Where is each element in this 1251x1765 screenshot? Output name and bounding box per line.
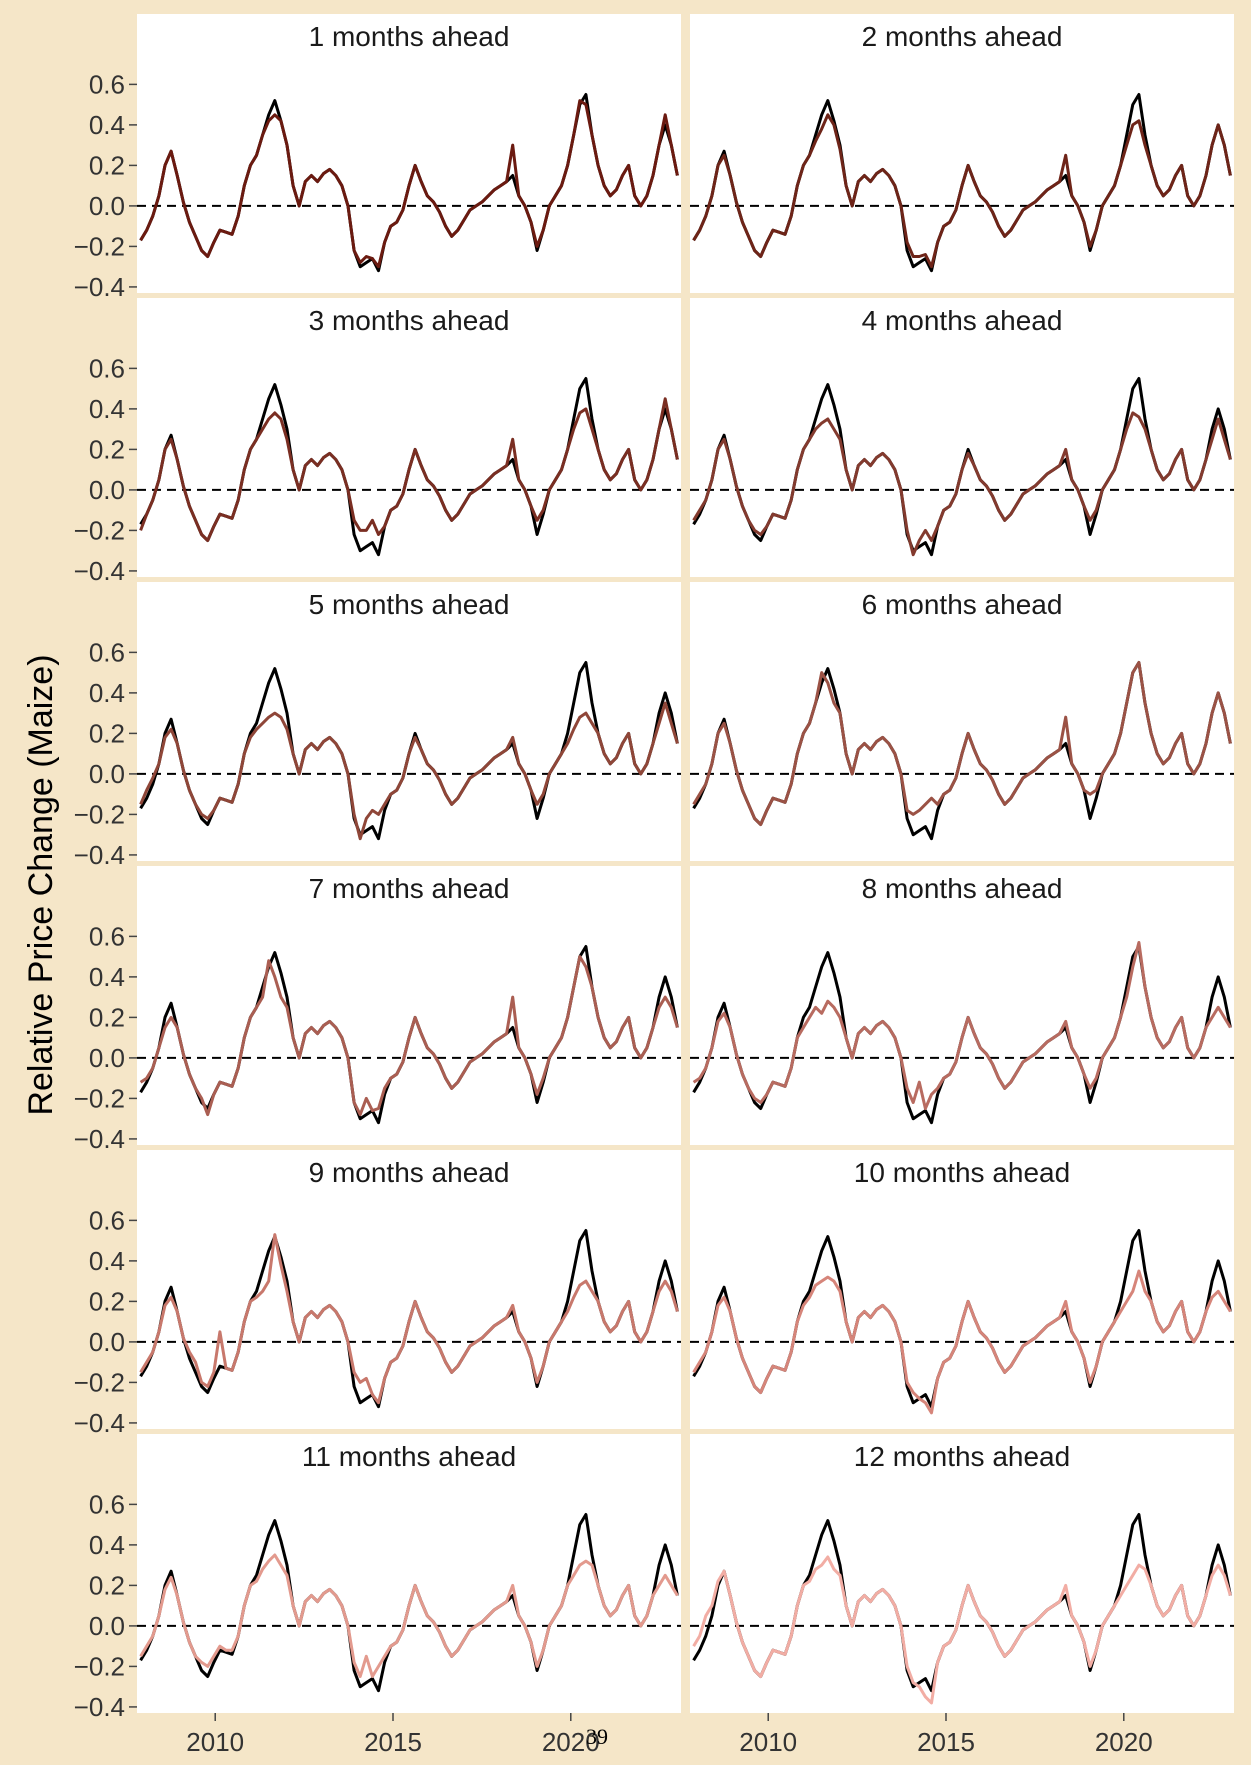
y-tick-label: 0.2 (89, 1286, 125, 1316)
x-tick-label: 2010 (186, 1727, 244, 1757)
panel-3: 3 months ahead 0.6 0.4 0.2 0.0 −0.2 −0.4 (74, 298, 681, 586)
panel-title: 1 months ahead (309, 21, 510, 52)
panel-background (690, 1434, 1234, 1713)
panel-12: 12 months ahead 2010 2015 2020 (690, 1434, 1234, 1757)
panel-background (690, 866, 1234, 1145)
panel-title: 4 months ahead (862, 305, 1063, 336)
forecast-price-line (139, 1553, 679, 1678)
y-tick-label: 0.2 (89, 1002, 125, 1032)
panel-1: 1 months ahead 0.6 0.4 0.2 0.0 −0.2 −0.4 (74, 14, 681, 302)
panel-background (137, 1150, 681, 1429)
panel-title: 8 months ahead (862, 873, 1063, 904)
y-tick-label: 0.0 (89, 759, 125, 789)
y-tick-label: 0.6 (89, 1489, 125, 1519)
panel-7: 7 months ahead 0.6 0.4 0.2 0.0 −0.2 −0.4 (74, 866, 681, 1154)
panel-2: 2 months ahead (690, 14, 1234, 293)
y-tick-label: 0.6 (89, 69, 125, 99)
y-tick-label: −0.2 (74, 1083, 125, 1113)
x-tick-label: 2020 (542, 1727, 600, 1757)
y-tick-label: 0.6 (89, 921, 125, 951)
panel-title: 5 months ahead (309, 589, 510, 620)
panel-background (690, 14, 1234, 293)
forecast-price-line (139, 99, 679, 269)
y-tick-label: 0.4 (89, 678, 125, 708)
forecast-price-line (139, 955, 679, 1117)
y-tick-label: 0.0 (89, 1611, 125, 1641)
x-tick-label: 2010 (739, 1727, 797, 1757)
y-tick-label: 0.4 (89, 110, 125, 140)
y-tick-label: 0.6 (89, 1205, 125, 1235)
y-tick-label: −0.2 (74, 799, 125, 829)
y-tick-label: 0.4 (89, 394, 125, 424)
y-tick-label: −0.2 (74, 1651, 125, 1681)
y-tick-label: 0.0 (89, 1043, 125, 1073)
y-tick-label: 0.6 (89, 637, 125, 667)
x-tick-label: 2015 (917, 1727, 975, 1757)
y-tick-label: 0.2 (89, 150, 125, 180)
y-tick-label: 0.6 (89, 353, 125, 383)
y-tick-label: 0.4 (89, 1246, 125, 1276)
y-tick-label: −0.4 (74, 1408, 125, 1438)
panel-title: 2 months ahead (862, 21, 1063, 52)
panel-title: 12 months ahead (854, 1441, 1070, 1472)
y-axis-label: Relative Price Change (Maize) (22, 654, 60, 1115)
x-tick-label: 2015 (364, 1727, 422, 1757)
y-tick-label: 0.2 (89, 718, 125, 748)
forecast-price-line (692, 1555, 1232, 1705)
panel-background (690, 582, 1234, 861)
panel-title: 11 months ahead (302, 1441, 516, 1472)
y-tick-label: 0.4 (89, 962, 125, 992)
forecast-price-line (139, 397, 679, 542)
panel-8: 8 months ahead (690, 866, 1234, 1145)
forecast-price-line (692, 941, 1232, 1110)
panel-11: 11 months ahead 0.6 0.4 0.2 0.0 −0.2 −0.4 2010 2… (74, 1434, 681, 1757)
y-tick-label: −0.4 (74, 1124, 125, 1154)
panel-background (137, 866, 681, 1145)
y-tick-label: 0.2 (89, 1570, 125, 1600)
y-tick-label: 0.2 (89, 434, 125, 464)
panel-title: 3 months ahead (309, 305, 510, 336)
y-tick-label: 0.4 (89, 1530, 125, 1560)
y-tick-label: 0.0 (89, 475, 125, 505)
forecast-price-line (139, 701, 679, 841)
y-tick-label: 0.0 (89, 1327, 125, 1357)
panel-title: 9 months ahead (309, 1157, 510, 1188)
y-tick-label: −0.2 (74, 515, 125, 545)
panel-9: 9 months ahead 0.6 0.4 0.2 0.0 −0.2 −0.4 (74, 1150, 681, 1438)
panel-4: 4 months ahead (690, 298, 1234, 577)
y-tick-label: −0.4 (74, 1692, 125, 1722)
panel-title: 10 months ahead (854, 1157, 1070, 1188)
forecast-price-line (692, 1269, 1232, 1415)
y-tick-label: −0.4 (74, 272, 125, 302)
forecast-price-line (692, 411, 1232, 557)
panel-5: 5 months ahead 0.6 0.4 0.2 0.0 −0.2 −0.4 (74, 582, 681, 870)
panel-background (137, 14, 681, 293)
forecast-price-line (139, 1233, 679, 1405)
y-tick-label: −0.4 (74, 556, 125, 586)
panel-background (137, 1434, 681, 1713)
y-tick-label: −0.2 (74, 231, 125, 261)
panel-title: 7 months ahead (309, 873, 510, 904)
x-tick-label: 2020 (1095, 1727, 1153, 1757)
panel-background (690, 1150, 1234, 1429)
y-tick-label: −0.4 (74, 840, 125, 870)
forecast-price-line (692, 113, 1232, 269)
panel-10: 10 months ahead (690, 1150, 1234, 1429)
forecast-price-line (692, 661, 1232, 826)
panel-background (137, 298, 681, 577)
y-tick-label: 0.0 (89, 191, 125, 221)
panel-background (690, 298, 1234, 577)
panel-background (137, 582, 681, 861)
y-tick-label: −0.2 (74, 1367, 125, 1397)
page-number: 39 (586, 1724, 608, 1749)
panel-6: 6 months ahead (690, 582, 1234, 861)
panel-title: 6 months ahead (862, 589, 1063, 620)
